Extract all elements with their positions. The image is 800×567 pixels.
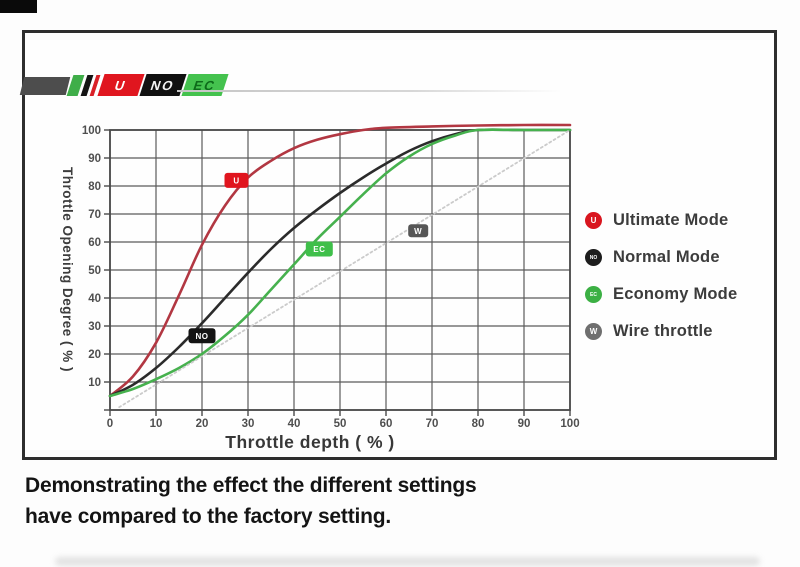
legend-dot-icon: W: [585, 323, 602, 340]
axis-tick-labels: 0 10 20 30 40 50 60 70 80 90 100 10 20 30 40 50 60 70 80 90…: [82, 125, 580, 430]
y-tick-label: 90: [88, 153, 101, 165]
legend-item-economy-mode: EC Economy Mode: [585, 285, 737, 304]
x-tick-label: 10: [150, 418, 163, 430]
banner-gray-bar: [19, 77, 71, 95]
y-tick-label: 30: [88, 321, 101, 333]
curve-label-w: W: [408, 224, 429, 238]
brand-banner: U NO EC: [19, 33, 774, 103]
legend-label: Economy Mode: [613, 285, 738, 303]
cutoff-text-artifact: [55, 557, 760, 566]
x-tick-label: 50: [334, 418, 347, 430]
y-tick-label: 60: [88, 237, 101, 249]
figure-frame: U NO EC Throttle Opening Degree ( % ) 0 10 2…: [19, 30, 777, 460]
svg-text:NO: NO: [196, 332, 209, 341]
curve-label-ec: EC: [305, 241, 333, 257]
legend-item-wire-throttle: W Wire throttle: [585, 322, 737, 341]
figure-caption: Demonstrating the effect the different s…: [25, 470, 477, 532]
legend-dot-icon: NO: [585, 249, 602, 266]
legend-item-normal-mode: NO Normal Mode: [585, 248, 737, 267]
x-tick-label: 70: [426, 418, 439, 430]
chart-legend: U Ultimate Mode NO Normal Mode EC Economy Mod…: [585, 211, 737, 341]
banner-underline: [177, 90, 562, 92]
x-tick-label: 30: [242, 418, 255, 430]
curve-label-u: U: [224, 172, 249, 188]
svg-text:U: U: [233, 176, 239, 185]
svg-text:W: W: [414, 227, 422, 236]
y-tick-label: 100: [82, 125, 101, 137]
axis-ticks: [104, 129, 571, 416]
y-axis-title: Throttle Opening Degree ( % ): [60, 167, 75, 373]
brand-badge-no: NO: [139, 74, 187, 96]
y-tick-label: 80: [88, 181, 101, 193]
throttle-curves-chart: 0 10 20 30 40 50 60 70 80 90 100 10 20 30 40 50 60 70 80 90…: [82, 123, 580, 430]
caption-line-1: Demonstrating the effect the different s…: [25, 474, 477, 497]
brand-badge-u: U: [97, 74, 145, 96]
y-tick-label: 40: [88, 293, 101, 305]
y-tick-label: 10: [88, 377, 101, 389]
legend-item-ultimate-mode: U Ultimate Mode: [585, 211, 737, 230]
x-tick-label: 60: [380, 418, 393, 430]
x-axis-title: Throttle depth ( % ): [225, 432, 395, 452]
curve-label-no: NO: [188, 328, 216, 344]
legend-dot-icon: EC: [585, 286, 602, 303]
page-corner-mark: [0, 0, 37, 13]
mode-badges: U NO EC: [97, 74, 229, 96]
x-tick-label: 100: [560, 418, 579, 430]
x-tick-label: 0: [107, 418, 113, 430]
series-wire-throttle: [118, 129, 571, 409]
series-ultimate-mode: [108, 123, 572, 398]
legend-label: Wire throttle: [613, 322, 713, 340]
y-tick-label: 50: [88, 265, 101, 277]
x-tick-label: 90: [518, 418, 531, 430]
y-tick-label: 70: [88, 209, 101, 221]
caption-line-2: have compared to the factory setting.: [25, 505, 392, 528]
legend-dot-icon: U: [585, 212, 602, 229]
legend-label: Normal Mode: [613, 248, 720, 266]
brand-badge-ec: EC: [181, 74, 229, 96]
x-tick-label: 80: [472, 418, 485, 430]
series-normal-mode: [108, 128, 572, 398]
svg-text:EC: EC: [313, 245, 325, 254]
series-economy-mode: [108, 128, 572, 398]
x-tick-label: 40: [288, 418, 301, 430]
y-tick-label: 20: [88, 349, 101, 361]
legend-label: Ultimate Mode: [613, 211, 729, 229]
x-tick-label: 20: [196, 418, 209, 430]
